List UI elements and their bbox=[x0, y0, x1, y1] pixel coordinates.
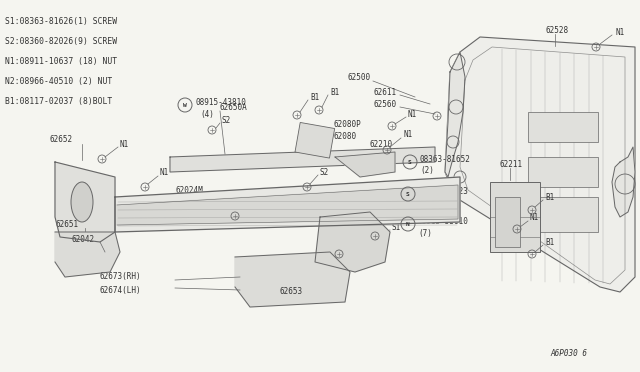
Polygon shape bbox=[335, 152, 395, 177]
Text: B1: B1 bbox=[545, 192, 554, 202]
Text: 62024M: 62024M bbox=[175, 186, 203, 195]
Polygon shape bbox=[115, 177, 460, 232]
Text: S2:08360-82026(9) SCREW: S2:08360-82026(9) SCREW bbox=[5, 37, 117, 46]
Text: 08363-81652: 08363-81652 bbox=[420, 154, 471, 164]
Text: N2:08966-40510 (2) NUT: N2:08966-40510 (2) NUT bbox=[5, 77, 112, 86]
Text: 08510-51623: 08510-51623 bbox=[418, 186, 469, 196]
Text: N1: N1 bbox=[403, 129, 412, 138]
Text: 62560: 62560 bbox=[373, 99, 396, 109]
Text: (2): (2) bbox=[418, 199, 432, 208]
Text: N1: N1 bbox=[120, 140, 129, 148]
Text: 62211: 62211 bbox=[500, 160, 523, 169]
Text: 62210: 62210 bbox=[370, 140, 393, 148]
Polygon shape bbox=[445, 37, 635, 292]
Text: N: N bbox=[406, 221, 410, 227]
Bar bbox=[295, 122, 335, 158]
Polygon shape bbox=[445, 52, 465, 177]
Bar bbox=[495, 197, 520, 247]
Text: 62673(RH): 62673(RH) bbox=[100, 273, 141, 282]
Polygon shape bbox=[612, 147, 635, 217]
Text: 08915-43810: 08915-43810 bbox=[195, 97, 246, 106]
Text: S1: S1 bbox=[392, 222, 401, 231]
Bar bbox=[528, 112, 598, 142]
Text: N1: N1 bbox=[160, 167, 169, 176]
Bar bbox=[528, 157, 598, 187]
Polygon shape bbox=[315, 212, 390, 272]
Text: 62080P: 62080P bbox=[333, 119, 361, 128]
Text: S: S bbox=[406, 192, 410, 196]
Text: S1:08363-81626(1) SCREW: S1:08363-81626(1) SCREW bbox=[5, 17, 117, 26]
Text: 62653: 62653 bbox=[280, 288, 303, 296]
Text: B1:08117-02037 (8)BOLT: B1:08117-02037 (8)BOLT bbox=[5, 97, 112, 106]
Polygon shape bbox=[55, 232, 120, 277]
Text: 62650A: 62650A bbox=[220, 103, 248, 112]
Text: 62080: 62080 bbox=[333, 131, 356, 141]
Text: A6P030 6: A6P030 6 bbox=[550, 350, 587, 359]
Text: 62611: 62611 bbox=[373, 87, 396, 96]
Text: 62528: 62528 bbox=[545, 26, 568, 35]
Text: N2: N2 bbox=[355, 237, 364, 247]
Text: S2: S2 bbox=[320, 167, 329, 176]
Text: N1: N1 bbox=[530, 212, 540, 221]
Text: 62042: 62042 bbox=[72, 234, 95, 244]
Ellipse shape bbox=[71, 182, 93, 222]
Text: N1:08911-10637 (18) NUT: N1:08911-10637 (18) NUT bbox=[5, 57, 117, 66]
Text: (4): (4) bbox=[200, 109, 214, 119]
Text: N1: N1 bbox=[408, 109, 417, 119]
Text: 62800: 62800 bbox=[395, 202, 418, 212]
Bar bbox=[490, 182, 540, 252]
Text: (7): (7) bbox=[418, 228, 432, 237]
Text: B1: B1 bbox=[330, 87, 339, 96]
Text: S: S bbox=[408, 160, 412, 164]
Text: S1: S1 bbox=[248, 201, 257, 209]
Text: B1: B1 bbox=[310, 93, 319, 102]
Text: (2): (2) bbox=[420, 166, 434, 174]
Text: 62652: 62652 bbox=[50, 135, 73, 144]
Polygon shape bbox=[235, 252, 350, 307]
Text: S2: S2 bbox=[222, 115, 231, 125]
Text: B1: B1 bbox=[545, 237, 554, 247]
Bar bbox=[528, 197, 598, 232]
Text: 08915-53610: 08915-53610 bbox=[418, 217, 469, 225]
Polygon shape bbox=[170, 147, 435, 172]
Text: 62674(LH): 62674(LH) bbox=[100, 285, 141, 295]
Text: 62500: 62500 bbox=[348, 73, 371, 81]
Text: N1: N1 bbox=[615, 28, 624, 36]
Polygon shape bbox=[117, 185, 458, 225]
Text: W: W bbox=[183, 103, 187, 108]
Polygon shape bbox=[55, 162, 115, 242]
Text: 62651: 62651 bbox=[55, 219, 78, 228]
